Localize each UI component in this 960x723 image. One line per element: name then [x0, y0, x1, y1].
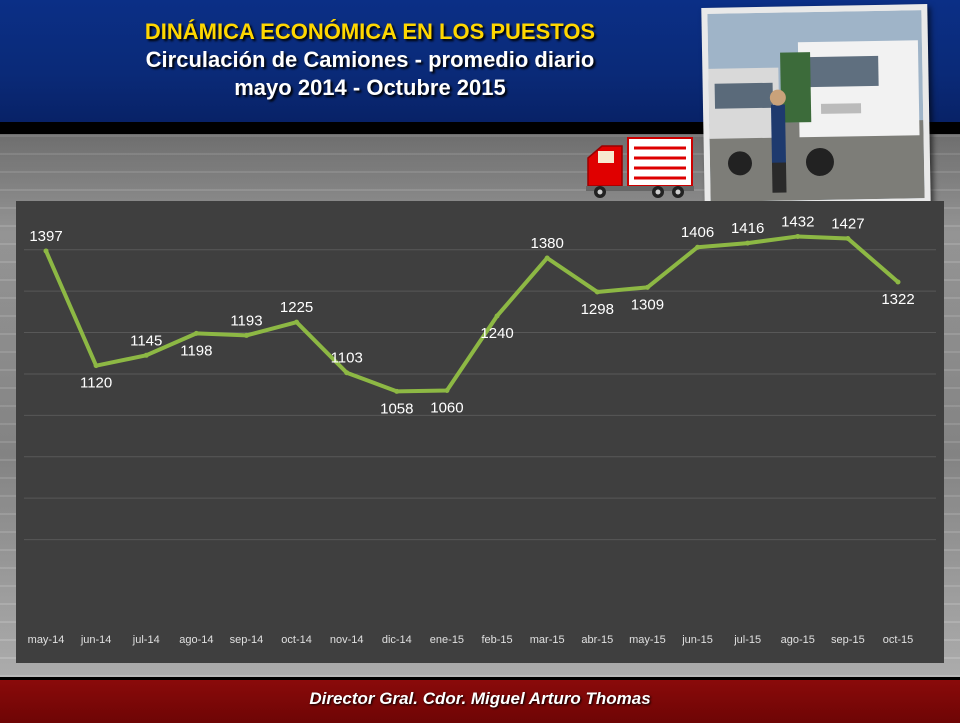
data-label: 1427 [831, 216, 864, 233]
data-label: 1309 [631, 296, 664, 313]
data-label: 1120 [80, 375, 112, 392]
data-label: 1193 [230, 312, 262, 329]
truck-photo [701, 4, 931, 208]
x-tick-label: may-14 [28, 634, 65, 646]
x-tick-label: feb-15 [481, 634, 512, 646]
data-label: 1198 [180, 342, 212, 359]
title-line-3: mayo 2014 - Octubre 2015 [234, 75, 506, 100]
x-tick-label: jun-14 [80, 634, 112, 646]
data-label: 1380 [530, 235, 563, 252]
data-label: 1058 [380, 400, 413, 417]
line-chart: 1397 1120 1145 1198 1193 1225 1103 1058 1060 1240… [24, 213, 936, 646]
data-label: 1298 [581, 301, 614, 318]
series-line [44, 234, 900, 394]
x-tick-label: jul-15 [733, 634, 761, 646]
x-tick-label: nov-14 [330, 634, 364, 646]
data-label: 1397 [29, 228, 62, 245]
data-label: 1225 [280, 299, 313, 316]
data-label: 1060 [430, 400, 463, 417]
truck-icon [586, 137, 694, 198]
x-tick-label: sep-15 [831, 634, 865, 646]
data-label: 1103 [331, 350, 363, 367]
data-label: 1406 [681, 224, 714, 241]
data-point [544, 255, 550, 261]
data-point [494, 313, 500, 319]
footer-bar: Director Gral. Cdor. Miguel Arturo Thoma… [0, 677, 960, 723]
data-label: 1322 [881, 291, 914, 308]
title-line-1: DINÁMICA ECONÓMICA EN LOS PUESTOS [144, 19, 596, 44]
data-point [795, 233, 801, 239]
data-point [243, 332, 249, 338]
data-point [294, 319, 300, 325]
x-tick-label: abr-15 [581, 634, 613, 646]
data-point [193, 330, 199, 336]
title-line-2: Circulación de Camiones - promedio diari… [145, 47, 595, 72]
x-tick-label: sep-14 [230, 634, 264, 646]
data-label: 1145 [130, 332, 162, 349]
x-tick-label: oct-14 [281, 634, 312, 646]
data-point [644, 284, 650, 290]
data-point [43, 248, 49, 254]
chart-panel: 1397 1120 1145 1198 1193 1225 1103 1058 1060 1240… [16, 201, 944, 663]
data-point [93, 363, 99, 369]
page-title: DINÁMICA ECONÓMICA EN LOS PUESTOS Circul… [60, 18, 680, 102]
data-point [745, 240, 751, 246]
data-label: 1240 [480, 325, 513, 342]
x-tick-label: ago-14 [179, 634, 213, 646]
x-tick-label: oct-15 [883, 634, 914, 646]
x-tick-label: jul-14 [132, 634, 160, 646]
x-tick-label: mar-15 [530, 634, 565, 646]
x-tick-label: dic-14 [382, 634, 412, 646]
footer-credit: Director Gral. Cdor. Miguel Arturo Thoma… [309, 689, 651, 708]
data-point [344, 370, 350, 376]
data-point [895, 279, 901, 285]
data-point [594, 289, 600, 295]
x-tick-label: jun-15 [681, 634, 713, 646]
data-point [394, 388, 400, 394]
data-point [695, 244, 701, 250]
x-tick-label: ene-15 [430, 634, 464, 646]
x-tick-label: ago-15 [781, 634, 815, 646]
data-point [143, 352, 149, 358]
x-tick-label: may-15 [629, 634, 666, 646]
data-point [444, 388, 450, 394]
data-label: 1432 [781, 213, 814, 230]
data-label: 1416 [731, 220, 764, 237]
data-point [845, 236, 851, 242]
